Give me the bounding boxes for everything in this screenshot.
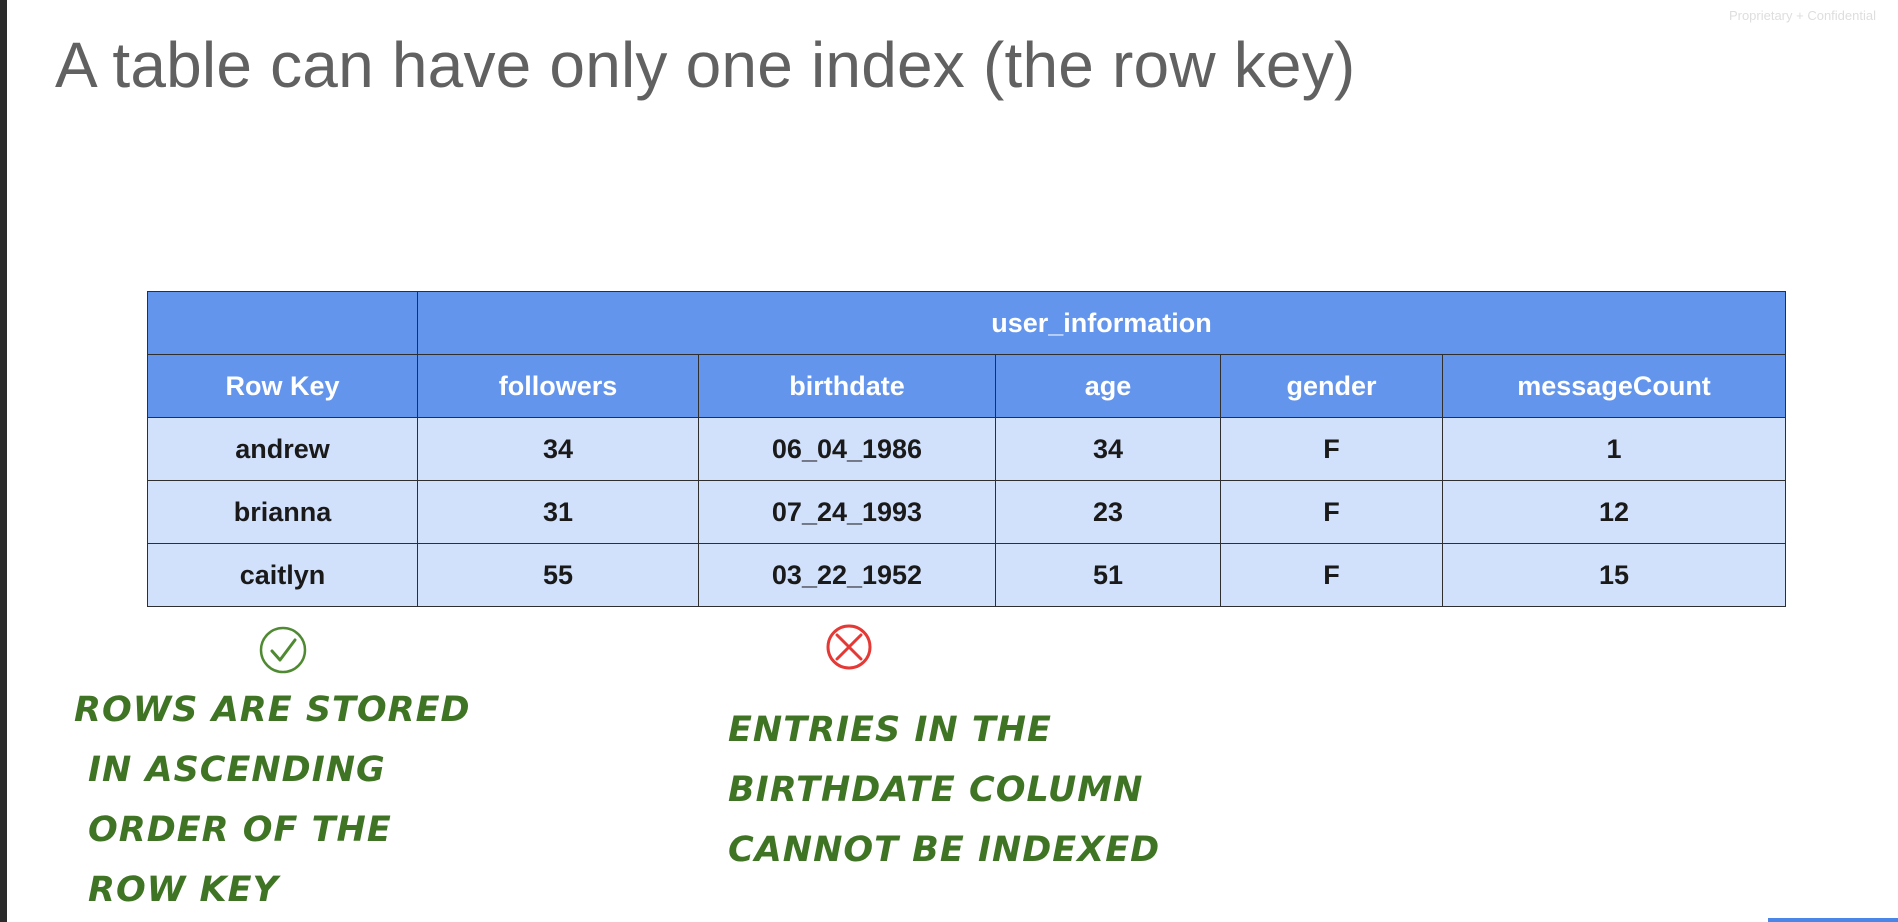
followers-cell: 34 bbox=[417, 417, 699, 481]
column-family-row: user_information bbox=[147, 291, 1787, 355]
gender-cell: F bbox=[1220, 480, 1443, 544]
followers-cell: 31 bbox=[417, 480, 699, 544]
table-row: andrew 34 06_04_1986 34 F 1 bbox=[147, 417, 1787, 481]
age-cell: 23 bbox=[995, 480, 1221, 544]
confidential-watermark: Proprietary + Confidential bbox=[1728, 8, 1876, 23]
gender-cell: F bbox=[1220, 417, 1443, 481]
gender-cell: F bbox=[1220, 543, 1443, 607]
table-row: brianna 31 07_24_1993 23 F 12 bbox=[147, 480, 1787, 544]
slide-title: A table can have only one index (the row… bbox=[55, 29, 1356, 101]
annotation-line: Entries in the bbox=[728, 710, 1052, 750]
user-table: user_information Row Key followers birth… bbox=[147, 291, 1787, 607]
birthdate-annotation: Entries in the birthdate column cannot b… bbox=[728, 700, 1160, 880]
column-header-row: Row Key followers birthdate age gender m… bbox=[147, 354, 1787, 418]
slide-accent-bar bbox=[1768, 918, 1898, 922]
followers-header: followers bbox=[417, 354, 699, 418]
row-key-header: Row Key bbox=[147, 354, 418, 418]
message-count-cell: 15 bbox=[1441, 543, 1787, 607]
birthdate-cell: 03_22_1952 bbox=[698, 543, 996, 607]
age-cell: 51 bbox=[995, 543, 1221, 607]
message-count-header: messageCount bbox=[1441, 354, 1787, 418]
birthdate-cell: 07_24_1993 bbox=[698, 480, 996, 544]
empty-header-cell bbox=[147, 291, 418, 355]
row-key-annotation: Rows are stored in ascending order of th… bbox=[74, 680, 471, 920]
row-key-cell: andrew bbox=[147, 417, 418, 481]
age-cell: 34 bbox=[995, 417, 1221, 481]
row-key-cell: brianna bbox=[147, 480, 418, 544]
annotation-line: birthdate column bbox=[728, 770, 1144, 810]
annotation-line: Rows are stored bbox=[74, 690, 471, 730]
message-count-cell: 12 bbox=[1441, 480, 1787, 544]
row-key-cell: caitlyn bbox=[147, 543, 418, 607]
table-row: caitlyn 55 03_22_1952 51 F 15 bbox=[147, 543, 1787, 607]
annotation-line: row key bbox=[88, 870, 279, 910]
age-header: age bbox=[995, 354, 1221, 418]
annotation-line: order of the bbox=[88, 810, 392, 850]
followers-cell: 55 bbox=[417, 543, 699, 607]
birthdate-header: birthdate bbox=[698, 354, 996, 418]
annotation-line: cannot be indexed bbox=[728, 830, 1161, 870]
window-edge bbox=[0, 0, 7, 922]
birthdate-cell: 06_04_1986 bbox=[698, 417, 996, 481]
gender-header: gender bbox=[1220, 354, 1443, 418]
cross-circle-icon bbox=[826, 624, 872, 670]
message-count-cell: 1 bbox=[1441, 417, 1787, 481]
annotation-line: in ascending bbox=[88, 750, 386, 790]
column-family-header: user_information bbox=[416, 291, 1787, 355]
check-circle-icon bbox=[259, 626, 307, 674]
